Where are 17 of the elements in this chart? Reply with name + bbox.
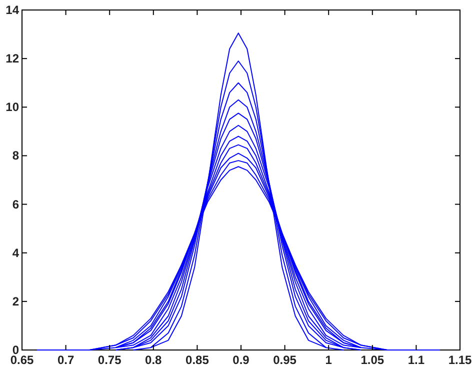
x-tick-label: 0.85 <box>186 353 210 367</box>
x-tick-label: 1.15 <box>448 353 472 367</box>
x-tick-label: 0.9 <box>232 353 250 367</box>
y-tick-label: 8 <box>12 148 20 163</box>
x-tick-label: 1.05 <box>360 353 384 367</box>
x-tick-label: 1.1 <box>408 353 425 367</box>
y-tick-label: 4 <box>12 246 20 260</box>
x-tick-label: 0.7 <box>57 353 74 367</box>
y-tick-label: 6 <box>12 197 20 212</box>
x-tick-label: 0.75 <box>98 353 122 367</box>
x-tick-label: 1 <box>325 353 332 367</box>
x-tick-label: 0.8 <box>145 353 162 367</box>
y-tick-label: 10 <box>6 100 20 114</box>
y-tick-label: 14 <box>6 3 20 17</box>
x-tick-label: 0.95 <box>273 353 297 367</box>
y-tick-label: 12 <box>6 52 20 66</box>
y-tick-label: 2 <box>12 294 20 308</box>
